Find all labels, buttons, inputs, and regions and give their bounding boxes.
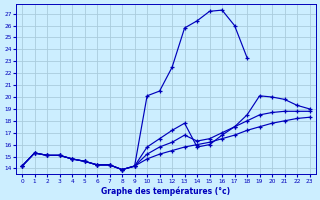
X-axis label: Graphe des températures (°c): Graphe des températures (°c) <box>101 186 230 196</box>
